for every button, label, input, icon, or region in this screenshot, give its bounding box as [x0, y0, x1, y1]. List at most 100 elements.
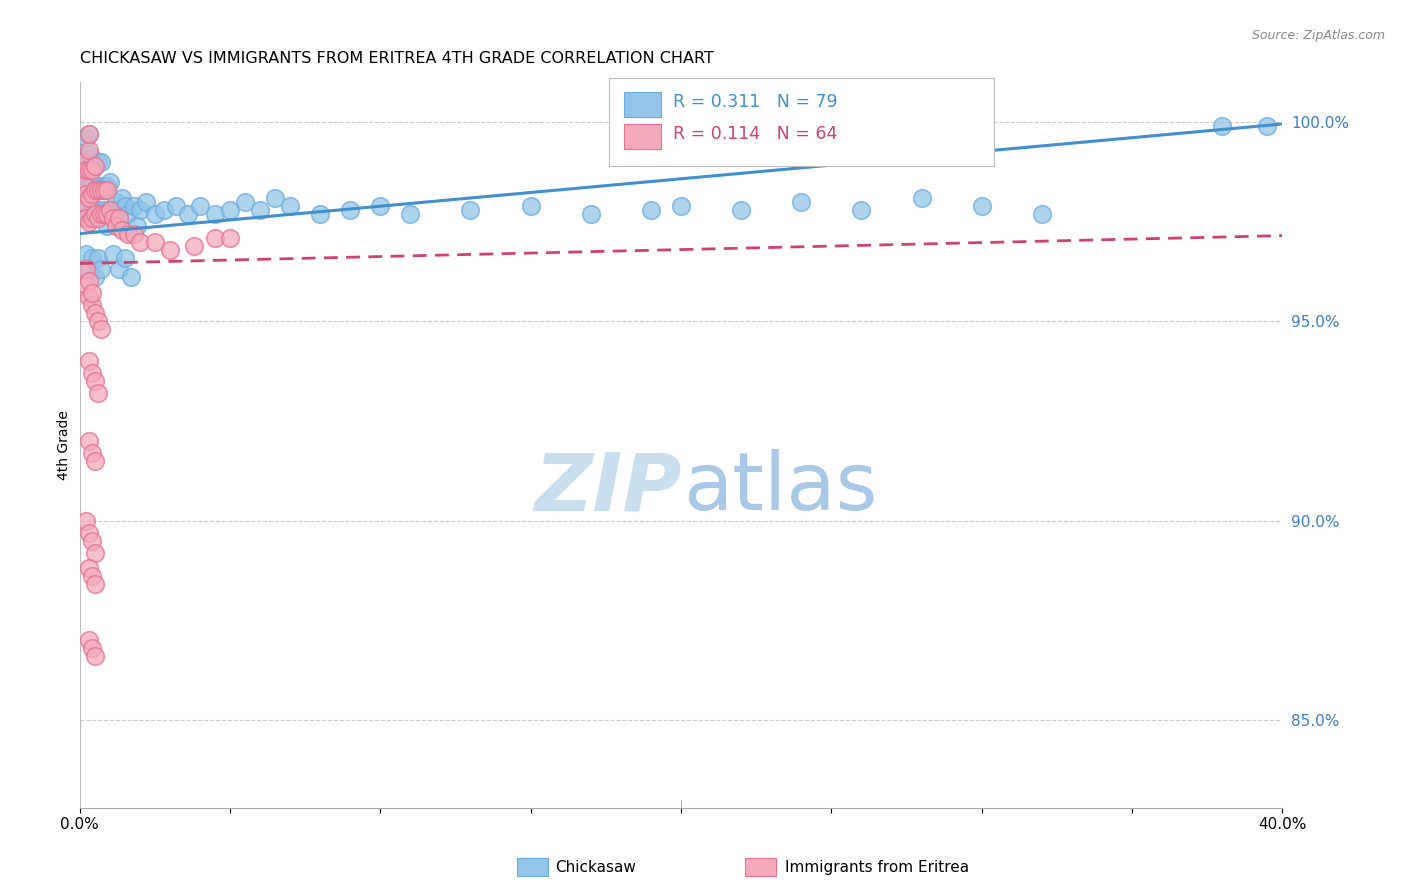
- Point: [77, 275, 100, 289]
- Point: [93, 178, 115, 193]
- Point: [117, 227, 139, 241]
- Point: [96, 207, 118, 221]
- Point: [122, 199, 145, 213]
- Point: [165, 199, 187, 213]
- Point: [86, 154, 108, 169]
- Point: [77, 633, 100, 648]
- Point: [96, 183, 118, 197]
- Point: [93, 207, 115, 221]
- Point: [77, 170, 100, 185]
- Point: [90, 154, 112, 169]
- Point: [117, 207, 139, 221]
- Point: [90, 262, 112, 277]
- Point: [86, 314, 108, 328]
- Point: [93, 183, 115, 197]
- Point: [309, 207, 332, 221]
- Point: [143, 207, 166, 221]
- Point: [72, 175, 94, 189]
- Point: [83, 159, 105, 173]
- Point: [110, 222, 132, 236]
- Point: [83, 306, 105, 320]
- Text: atlas: atlas: [683, 450, 877, 527]
- Point: [83, 270, 105, 285]
- Text: R = 0.114   N = 64: R = 0.114 N = 64: [672, 126, 837, 144]
- Point: [80, 298, 103, 312]
- Point: [77, 262, 100, 277]
- Point: [183, 238, 205, 252]
- Y-axis label: 4th Grade: 4th Grade: [58, 410, 72, 480]
- Point: [143, 235, 166, 249]
- Point: [101, 207, 124, 221]
- Point: [107, 262, 129, 277]
- Point: [80, 533, 103, 548]
- Point: [910, 191, 932, 205]
- Point: [851, 202, 873, 217]
- Point: [77, 354, 100, 368]
- Text: R = 0.311   N = 79: R = 0.311 N = 79: [672, 94, 837, 112]
- Point: [80, 286, 103, 301]
- Point: [128, 235, 150, 249]
- Text: Source: ZipAtlas.com: Source: ZipAtlas.com: [1251, 29, 1385, 42]
- Point: [75, 211, 97, 225]
- Point: [640, 202, 662, 217]
- Point: [1031, 207, 1053, 221]
- Point: [96, 207, 118, 221]
- Text: CHICKASAW VS IMMIGRANTS FROM ERITREA 4TH GRADE CORRELATION CHART: CHICKASAW VS IMMIGRANTS FROM ERITREA 4TH…: [80, 51, 713, 66]
- Point: [90, 207, 112, 221]
- Point: [77, 214, 100, 228]
- Point: [96, 219, 118, 233]
- FancyBboxPatch shape: [609, 78, 994, 166]
- Point: [72, 154, 94, 169]
- Point: [86, 211, 108, 225]
- Point: [219, 202, 242, 217]
- Point: [83, 454, 105, 468]
- Point: [77, 127, 100, 141]
- Point: [120, 270, 142, 285]
- Point: [75, 278, 97, 293]
- Point: [90, 183, 112, 197]
- FancyBboxPatch shape: [624, 124, 661, 149]
- Point: [83, 545, 105, 559]
- Point: [93, 202, 115, 217]
- Point: [75, 183, 97, 197]
- Point: [104, 194, 127, 209]
- Point: [204, 230, 226, 244]
- Point: [77, 290, 100, 304]
- Point: [77, 561, 100, 575]
- Point: [339, 202, 361, 217]
- Point: [83, 577, 105, 591]
- Point: [519, 199, 541, 213]
- Point: [579, 207, 602, 221]
- Point: [72, 199, 94, 213]
- Point: [80, 202, 103, 217]
- Point: [204, 207, 226, 221]
- Text: Chickasaw: Chickasaw: [555, 861, 637, 875]
- Point: [460, 202, 482, 217]
- Point: [177, 207, 200, 221]
- Point: [83, 649, 105, 664]
- Point: [107, 211, 129, 225]
- Point: [219, 230, 242, 244]
- Point: [80, 151, 103, 165]
- Point: [98, 202, 121, 217]
- Point: [75, 514, 97, 528]
- Point: [77, 525, 100, 540]
- Point: [77, 191, 100, 205]
- Point: [86, 183, 108, 197]
- Point: [107, 202, 129, 217]
- Point: [970, 199, 993, 213]
- Text: ZIP: ZIP: [534, 450, 681, 527]
- Point: [77, 191, 100, 205]
- Point: [80, 186, 103, 201]
- Point: [75, 262, 97, 277]
- Point: [98, 175, 121, 189]
- Point: [730, 202, 752, 217]
- Point: [188, 199, 211, 213]
- Point: [159, 243, 181, 257]
- Point: [110, 191, 132, 205]
- Point: [75, 162, 97, 177]
- Point: [90, 322, 112, 336]
- Point: [80, 641, 103, 656]
- Point: [278, 199, 301, 213]
- Point: [77, 127, 100, 141]
